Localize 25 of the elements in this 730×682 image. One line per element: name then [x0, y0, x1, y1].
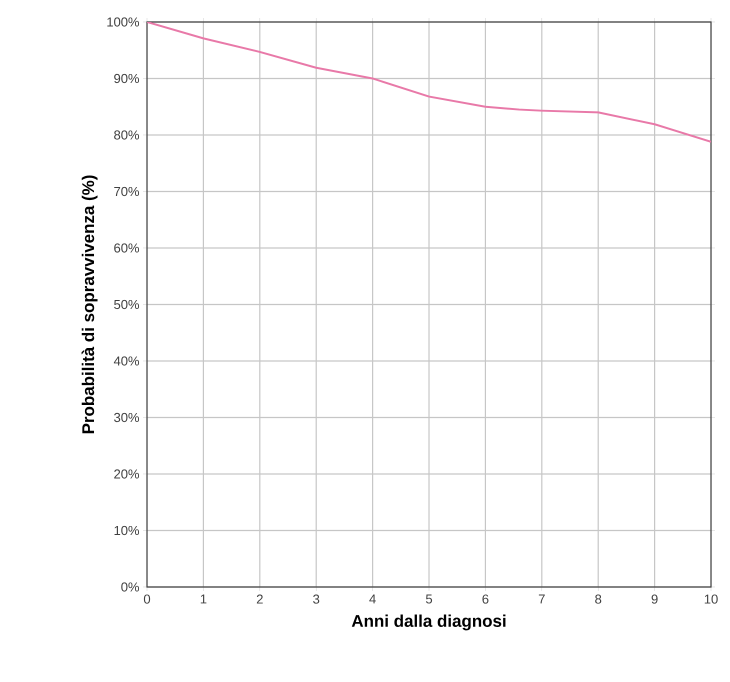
- x-tick-label: 2: [256, 594, 263, 604]
- y-axis-title: Probabilità di sopravvivenza (%): [82, 175, 98, 434]
- y-tick-label: 0%: [121, 582, 140, 592]
- y-tick-label: 30%: [114, 412, 140, 422]
- x-tick-label: 8: [595, 594, 602, 604]
- x-tick-label: 0: [144, 594, 150, 604]
- x-tick-label: 4: [369, 594, 376, 604]
- y-tick-label: 40%: [114, 356, 140, 366]
- y-tick-label: 100%: [107, 17, 140, 27]
- y-tick-label: 90%: [114, 74, 140, 84]
- y-tick-label: 10%: [114, 526, 140, 536]
- x-axis-title: Anni dalla diagnosi: [352, 614, 506, 630]
- x-tick-label: 3: [313, 594, 320, 604]
- line-series: [147, 22, 712, 143]
- x-tick-label: 10: [704, 594, 718, 604]
- y-tick-label: 70%: [114, 186, 140, 196]
- y-tick-label: 60%: [114, 243, 140, 253]
- y-tick-label: 20%: [114, 469, 140, 479]
- x-tick-label: 7: [538, 594, 545, 604]
- x-tick-label: 1: [200, 594, 206, 604]
- y-tick-label: 80%: [114, 130, 140, 140]
- x-tick-label: 5: [426, 594, 432, 604]
- x-tick-label: 9: [652, 594, 658, 604]
- y-tick-label: 50%: [114, 300, 140, 310]
- x-tick-label: 6: [482, 594, 488, 604]
